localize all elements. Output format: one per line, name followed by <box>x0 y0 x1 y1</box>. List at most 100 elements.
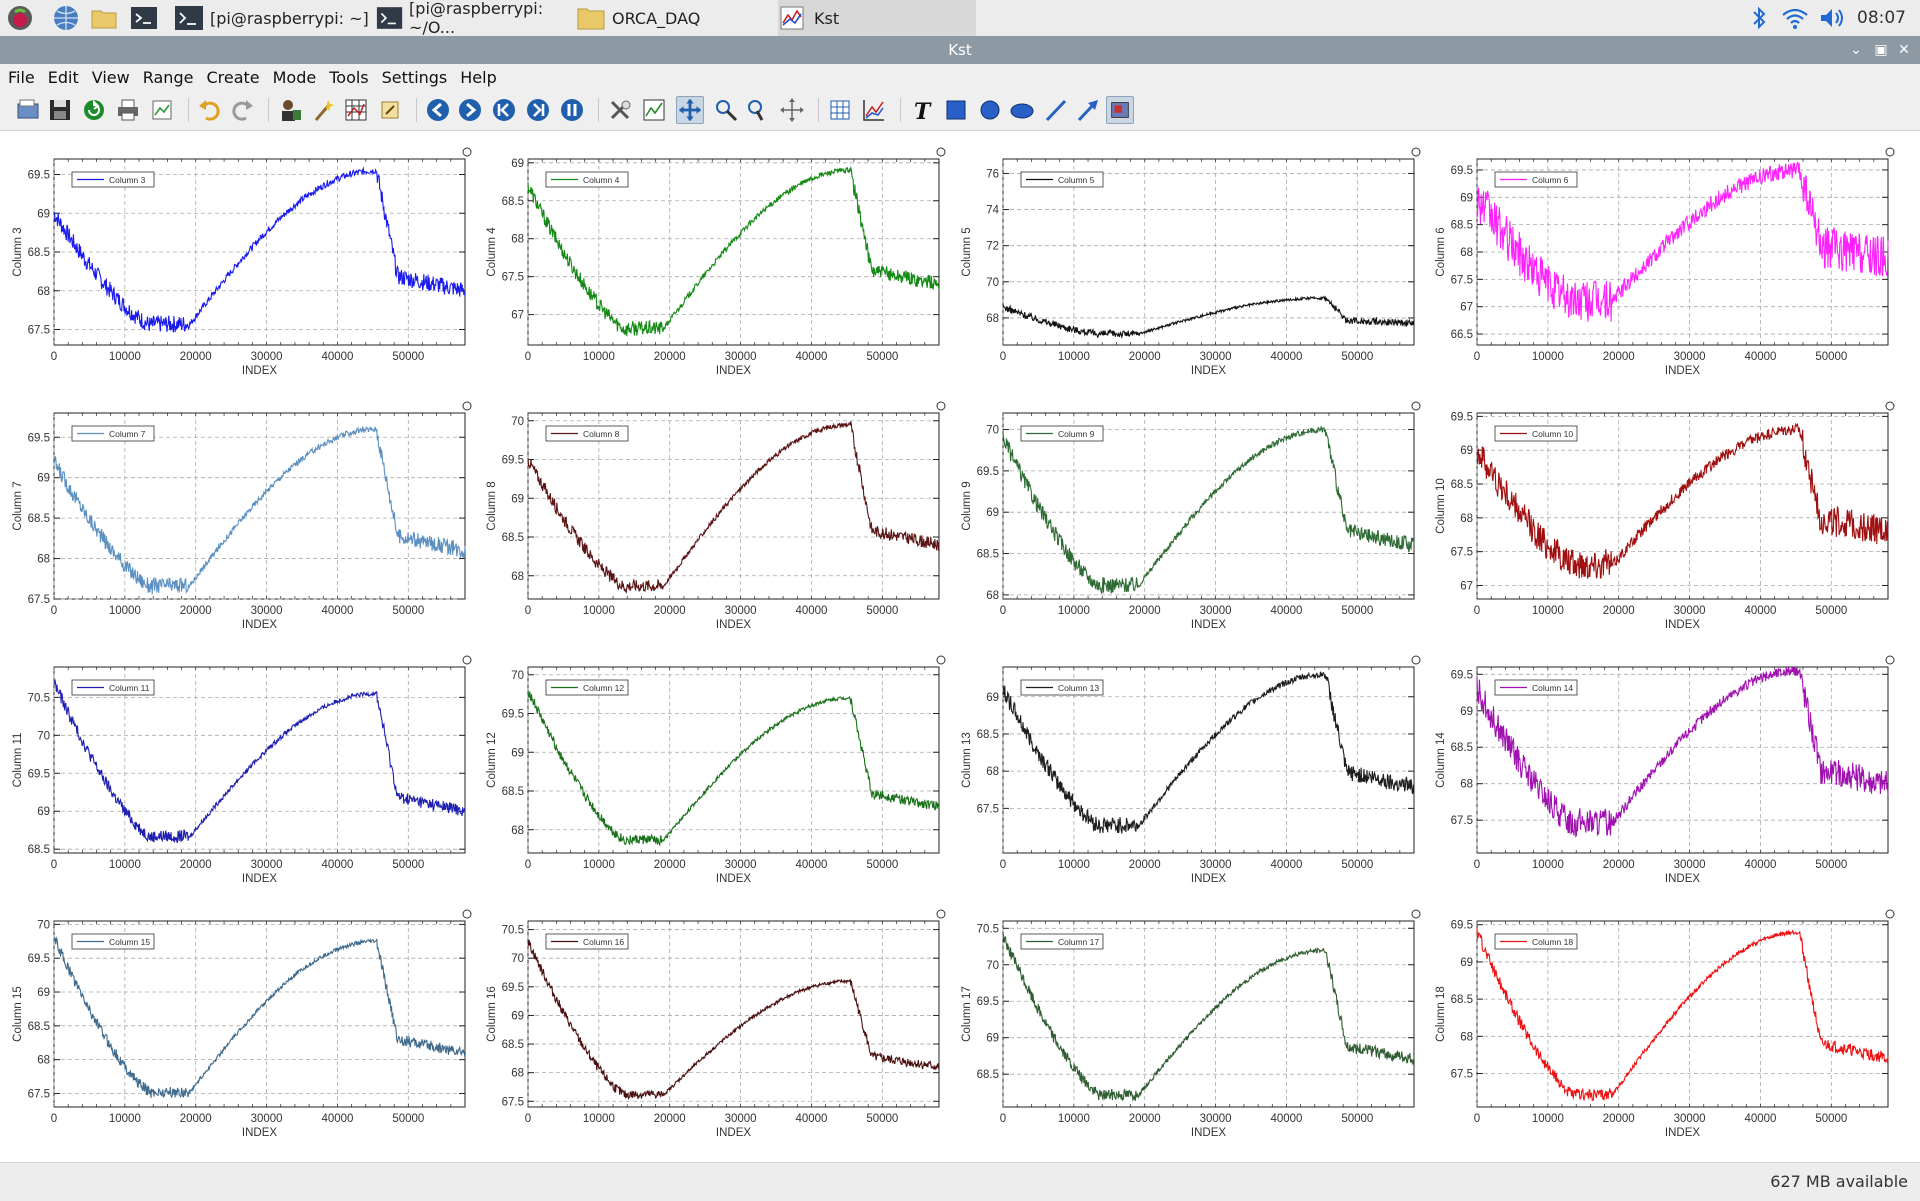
legend[interactable]: Column 10 <box>1494 425 1578 442</box>
volume-icon[interactable] <box>1818 4 1848 32</box>
curve-icon[interactable] <box>860 96 888 124</box>
raspberry-menu-icon[interactable] <box>6 4 34 32</box>
menu-view[interactable]: View <box>91 67 130 87</box>
task-folder[interactable]: ORCA_DAQ <box>576 0 776 36</box>
wifi-icon[interactable] <box>1780 4 1810 32</box>
terminal-launcher-icon[interactable] <box>130 4 158 32</box>
legend[interactable]: Column 13 <box>1020 679 1104 696</box>
plot-column-14[interactable]: 0 10000 20000 30000 40000 50000 67.5 68 68.5 69 69… <box>1423 647 1898 901</box>
plot-resize-handle-icon[interactable] <box>462 909 472 919</box>
window-titlebar[interactable]: Kst ⌄ ▣ ✕ <box>0 36 1920 64</box>
plot-column-6[interactable]: 0 10000 20000 30000 40000 50000 66.5 67 67.5 68 68… <box>1423 139 1898 393</box>
legend[interactable]: Column 11 <box>71 679 155 696</box>
plot-resize-handle-icon[interactable] <box>1411 655 1421 665</box>
line-tool-icon[interactable] <box>1042 96 1070 124</box>
legend[interactable]: Column 9 <box>1020 425 1104 442</box>
plot-resize-handle-icon[interactable] <box>936 655 946 665</box>
close-icon[interactable]: ✕ <box>1898 42 1910 58</box>
plot-resize-handle-icon[interactable] <box>1411 401 1421 411</box>
plot-column-15[interactable]: 0 10000 20000 30000 40000 50000 67.5 68 68.5 69 69… <box>0 901 475 1155</box>
plot-column-13[interactable]: 0 10000 20000 30000 40000 50000 67.5 68 68.5 69 IN… <box>949 647 1424 901</box>
plot-column-3[interactable]: 0 10000 20000 30000 40000 50000 67.5 68 68.5 69 69… <box>0 139 475 393</box>
browser-icon[interactable] <box>52 4 80 32</box>
layout-mode-icon[interactable] <box>606 96 634 124</box>
plot-resize-handle-icon[interactable] <box>936 147 946 157</box>
bluetooth-icon[interactable] <box>1748 4 1770 32</box>
menu-file[interactable]: File <box>8 67 35 87</box>
legend[interactable]: Column 15 <box>71 933 155 950</box>
data-manager-icon[interactable] <box>276 96 304 124</box>
circle-tool-icon[interactable] <box>976 96 1004 124</box>
export-image-icon[interactable] <box>148 96 176 124</box>
open-icon[interactable] <box>14 96 42 124</box>
print-icon[interactable] <box>114 96 142 124</box>
plot-resize-handle-icon[interactable] <box>1411 909 1421 919</box>
ellipse-tool-icon[interactable] <box>1008 96 1036 124</box>
plot-column-16[interactable]: 0 10000 20000 30000 40000 50000 67.5 68 68.5 69 69… <box>474 901 949 1155</box>
redo-icon[interactable] <box>228 96 256 124</box>
zoom-y-icon[interactable] <box>744 96 772 124</box>
legend[interactable]: Column 4 <box>545 171 629 188</box>
plot-resize-handle-icon[interactable] <box>1885 909 1895 919</box>
text-tool-icon[interactable]: T <box>908 96 936 124</box>
zoom-xy-icon[interactable] <box>676 96 704 124</box>
plot-resize-handle-icon[interactable] <box>936 909 946 919</box>
reload-icon[interactable] <box>80 96 108 124</box>
forward-icon[interactable] <box>456 96 484 124</box>
plot-column-11[interactable]: 0 10000 20000 30000 40000 50000 68.5 69 69.5 70 70… <box>0 647 475 901</box>
plot-resize-handle-icon[interactable] <box>462 147 472 157</box>
minimize-icon[interactable]: ⌄ <box>1850 42 1862 58</box>
plot-resize-handle-icon[interactable] <box>1885 147 1895 157</box>
file-manager-icon[interactable] <box>90 4 118 32</box>
task-kst[interactable]: Kst <box>778 0 976 36</box>
zoom-x-icon[interactable] <box>712 96 740 124</box>
plot-resize-handle-icon[interactable] <box>462 401 472 411</box>
read-from-end-icon[interactable] <box>490 96 518 124</box>
legend[interactable]: Column 7 <box>71 425 155 442</box>
undo-icon[interactable] <box>196 96 224 124</box>
legend[interactable]: Column 6 <box>1494 171 1578 188</box>
plot-column-10[interactable]: 0 10000 20000 30000 40000 50000 67 67.5 68 68.5 69… <box>1423 393 1898 647</box>
pause-icon[interactable] <box>558 96 586 124</box>
plot-resize-handle-icon[interactable] <box>1885 655 1895 665</box>
maximize-icon[interactable]: ▣ <box>1874 42 1888 58</box>
plot-column-5[interactable]: 0 10000 20000 30000 40000 50000 68 70 72 74 76 INDE… <box>949 139 1424 393</box>
arrow-tool-icon[interactable] <box>1074 96 1102 124</box>
plot-column-9[interactable]: 0 10000 20000 30000 40000 50000 68 68.5 69 69.5 70… <box>949 393 1424 647</box>
plot-column-17[interactable]: 0 10000 20000 30000 40000 50000 68.5 69 69.5 70 70… <box>949 901 1424 1155</box>
menu-edit[interactable]: Edit <box>47 67 79 87</box>
task-terminal-1[interactable]: [pi@raspberrypi: ~] <box>174 0 374 36</box>
plot-column-12[interactable]: 0 10000 20000 30000 40000 50000 68 68.5 69 69.5 70… <box>474 647 949 901</box>
legend[interactable]: Column 17 <box>1020 933 1104 950</box>
data-wizard-icon[interactable] <box>310 96 338 124</box>
menu-help[interactable]: Help <box>460 67 497 87</box>
menu-tools[interactable]: Tools <box>329 67 369 87</box>
legend[interactable]: Column 16 <box>545 933 629 950</box>
plot-column-18[interactable]: 0 10000 20000 30000 40000 50000 67.5 68 68.5 69 69… <box>1423 901 1898 1155</box>
picture-tool-icon[interactable] <box>1106 96 1134 124</box>
plot-resize-handle-icon[interactable] <box>1885 401 1895 411</box>
legend[interactable]: Column 14 <box>1494 679 1578 696</box>
legend[interactable]: Column 12 <box>545 679 629 696</box>
menu-range[interactable]: Range <box>142 67 194 87</box>
edit-multiple-icon[interactable] <box>376 96 404 124</box>
plot-column-4[interactable]: 0 10000 20000 30000 40000 50000 67 67.5 68 68.5 69… <box>474 139 949 393</box>
task-terminal-2[interactable]: [pi@raspberrypi: ~/O... <box>376 0 576 37</box>
move-mode-icon[interactable] <box>778 96 806 124</box>
plot-icon[interactable] <box>640 96 668 124</box>
box-tool-icon[interactable] <box>942 96 970 124</box>
change-data-file-icon[interactable] <box>342 96 370 124</box>
save-icon[interactable] <box>46 96 74 124</box>
legend[interactable]: Column 8 <box>545 425 629 442</box>
plot-column-7[interactable]: 0 10000 20000 30000 40000 50000 67.5 68 68.5 69 69… <box>0 393 475 647</box>
plot-resize-handle-icon[interactable] <box>936 401 946 411</box>
back-icon[interactable] <box>424 96 452 124</box>
read-to-end-icon[interactable] <box>524 96 552 124</box>
plot-workspace[interactable]: 0 10000 20000 30000 40000 50000 67.5 68 68.5 69 69… <box>0 130 1920 1163</box>
clock[interactable]: 08:07 <box>1857 8 1906 28</box>
plot-resize-handle-icon[interactable] <box>1411 147 1421 157</box>
legend[interactable]: Column 18 <box>1494 933 1578 950</box>
menu-create[interactable]: Create <box>206 67 260 87</box>
plot-resize-handle-icon[interactable] <box>462 655 472 665</box>
menu-settings[interactable]: Settings <box>381 67 448 87</box>
